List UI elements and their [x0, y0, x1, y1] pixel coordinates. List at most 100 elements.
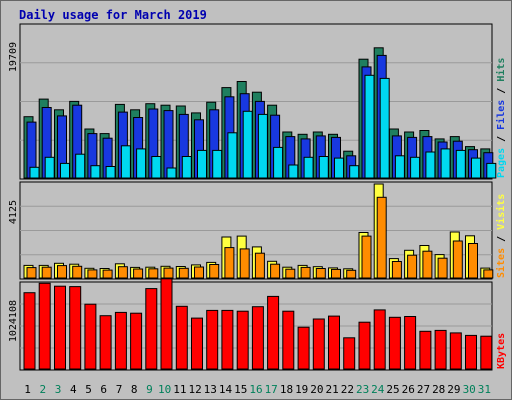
- bar-sites-22: [346, 269, 357, 279]
- bar-kbytes-30: [465, 334, 477, 370]
- x-tick-label-26: 26: [402, 383, 415, 396]
- x-tick-label-10: 10: [158, 383, 171, 396]
- bar-sites-21: [331, 268, 341, 279]
- x-tick-label-2: 2: [39, 383, 46, 396]
- bar-pages-2: [44, 156, 55, 179]
- bar-kbytes-19: [297, 326, 310, 370]
- bar-kbytes-28: [434, 329, 447, 370]
- bar-kbytes-9: [145, 288, 158, 370]
- x-tick-label-9: 9: [146, 383, 153, 396]
- panel-visits: 4125 Sites / Visits: [8, 181, 507, 280]
- legend-entry-pages: Pages: [496, 148, 507, 178]
- bar-pages-6: [105, 166, 116, 179]
- bar-pages-17: [273, 146, 284, 179]
- x-tick-label-22: 22: [341, 383, 354, 396]
- bar-sites-11: [178, 267, 189, 279]
- bar-sites-8: [133, 268, 144, 279]
- bar-pages-13: [212, 149, 223, 179]
- bar-kbytes-26: [404, 316, 417, 370]
- x-tick-label-16: 16: [249, 383, 262, 396]
- legend-kbytes: KBytes: [496, 333, 507, 369]
- panel-hits: 19709 Pages / Files / Hits: [8, 23, 507, 180]
- bar-sites-2: [41, 266, 52, 279]
- bar-pages-7: [120, 145, 131, 179]
- bar-sites-13: [209, 264, 220, 279]
- bar-kbytes-4: [69, 286, 82, 370]
- legend-separator: /: [496, 130, 507, 148]
- bar-pages-29: [455, 149, 466, 179]
- bar-pages-23: [364, 74, 375, 179]
- x-tick-label-30: 30: [463, 383, 476, 396]
- x-tick-label-14: 14: [219, 383, 233, 396]
- x-tick-label-8: 8: [131, 383, 138, 396]
- bar-sites-6: [102, 269, 113, 279]
- bar-pages-9: [151, 156, 162, 179]
- bar-sites-20: [315, 268, 326, 279]
- bar-sites-10: [163, 267, 174, 279]
- bar-pages-27: [425, 151, 436, 179]
- y-tick-label-visits: 4125: [8, 200, 19, 224]
- bar-pages-5: [90, 165, 101, 179]
- bar-pages-20: [318, 156, 329, 179]
- x-tick-label-21: 21: [325, 383, 338, 396]
- bar-kbytes-24: [373, 309, 386, 370]
- bar-pages-4: [75, 153, 86, 179]
- bar-sites-17: [270, 263, 281, 279]
- legend-separator: /: [496, 230, 507, 248]
- bar-kbytes-6: [99, 315, 112, 370]
- bar-kbytes-31: [480, 335, 493, 370]
- bar-sites-7: [117, 266, 128, 279]
- x-tick-label-18: 18: [280, 383, 293, 396]
- legend-visits: Sites / Visits: [495, 194, 507, 278]
- x-tick-label-20: 20: [310, 383, 323, 396]
- bar-pages-14: [227, 132, 238, 179]
- legend-separator: /: [496, 82, 507, 100]
- bar-pages-8: [136, 148, 147, 179]
- bar-kbytes-25: [388, 316, 401, 370]
- bar-pages-16: [257, 113, 268, 179]
- bar-pages-21: [334, 157, 344, 179]
- bar-kbytes-11: [175, 305, 188, 370]
- bar-sites-30: [468, 243, 478, 279]
- bar-sites-27: [422, 250, 433, 279]
- x-tick-label-13: 13: [204, 383, 217, 396]
- x-tick-label-5: 5: [85, 383, 92, 396]
- bar-kbytes-29: [449, 332, 462, 370]
- x-tick-label-7: 7: [116, 383, 123, 396]
- bar-pages-30: [471, 157, 481, 179]
- x-tick-label-29: 29: [447, 383, 460, 396]
- bar-kbytes-17: [267, 295, 280, 370]
- bar-sites-25: [391, 261, 402, 279]
- bar-sites-3: [57, 265, 67, 279]
- y-tick-label-hits: 19709: [8, 42, 19, 72]
- bar-pages-11: [181, 156, 192, 179]
- x-tick-label-12: 12: [188, 383, 201, 396]
- bar-kbytes-14: [221, 309, 234, 370]
- bar-kbytes-10: [160, 278, 173, 370]
- bar-kbytes-16: [251, 306, 264, 370]
- bar-kbytes-12: [191, 317, 203, 370]
- bar-kbytes-8: [130, 312, 143, 370]
- bar-pages-12: [197, 149, 207, 179]
- bar-kbytes-2: [38, 282, 51, 370]
- bar-sites-14: [224, 247, 235, 279]
- bar-sites-5: [87, 269, 98, 279]
- x-tick-label-15: 15: [234, 383, 247, 396]
- bar-sites-9: [148, 268, 159, 279]
- bar-sites-1: [26, 267, 37, 279]
- bar-pages-18: [288, 164, 299, 179]
- bar-kbytes-21: [328, 315, 340, 370]
- x-tick-label-27: 27: [417, 383, 430, 396]
- bar-pages-19: [303, 156, 314, 179]
- x-tick-label-24: 24: [371, 383, 385, 396]
- x-tick-label-6: 6: [100, 383, 107, 396]
- x-tick-label-4: 4: [70, 383, 77, 396]
- legend-entry-hits: Hits: [495, 58, 507, 82]
- x-tick-label-28: 28: [432, 383, 445, 396]
- x-tick-label-3: 3: [55, 383, 62, 396]
- x-tick-label-23: 23: [356, 383, 369, 396]
- bar-pages-1: [29, 166, 40, 179]
- bar-sites-28: [437, 257, 448, 279]
- legend-entry-files: Files: [495, 100, 507, 130]
